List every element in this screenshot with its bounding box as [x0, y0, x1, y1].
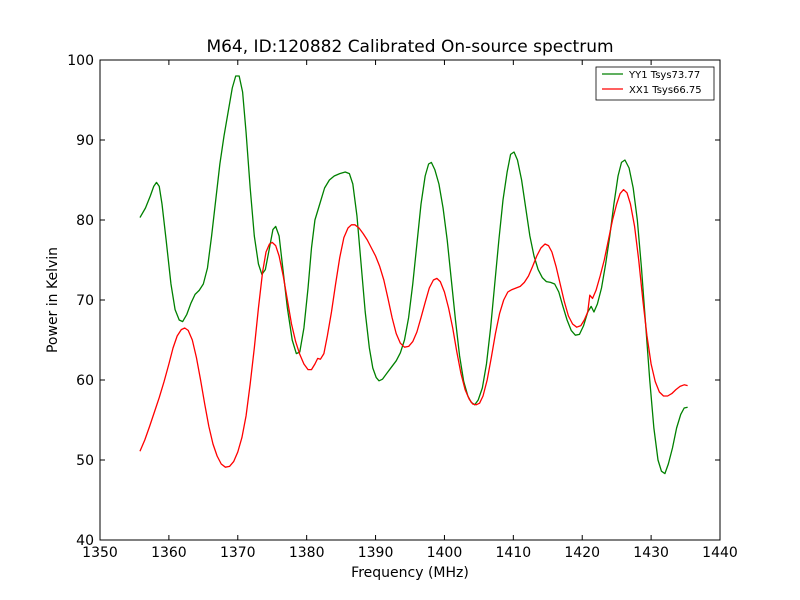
- series-line-xx1: [139, 188, 688, 468]
- y-tick-label: 80: [76, 213, 94, 229]
- y-axis-ticks: 40 50 60 70 80 90 100: [67, 53, 720, 549]
- x-tick-label: 1440: [702, 545, 738, 561]
- legend-label-yy1: YY1 Tsys73.77: [628, 70, 700, 81]
- chart-title: M64, ID:120882 Calibrated On-source spec…: [206, 37, 613, 57]
- x-tick-label: 1360: [151, 545, 187, 561]
- x-axis-label: Frequency (MHz): [351, 565, 469, 581]
- y-tick-label: 100: [67, 53, 94, 69]
- series-layer: [139, 75, 688, 475]
- y-tick-label: 90: [76, 133, 94, 149]
- series-line-yy1: [139, 75, 688, 475]
- x-tick-label: 1380: [289, 545, 325, 561]
- x-tick-label: 1350: [82, 545, 118, 561]
- x-tick-label: 1390: [358, 545, 394, 561]
- legend: YY1 Tsys73.77 XX1 Tsys66.75: [595, 66, 715, 101]
- x-tick-label: 1370: [220, 545, 256, 561]
- y-tick-label: 60: [76, 373, 94, 389]
- legend-label-xx1: XX1 Tsys66.75: [629, 85, 702, 96]
- x-axis-ticks: 1350 1360 1370 1380 1390 1400 1410 1420 1430 1440: [82, 60, 738, 561]
- x-tick-label: 1400: [427, 545, 463, 561]
- y-tick-label: 70: [76, 293, 94, 309]
- legend-box: [595, 66, 715, 101]
- x-tick-label: 1410: [496, 545, 532, 561]
- y-tick-label: 40: [76, 533, 94, 549]
- y-axis-label: Power in Kelvin: [45, 247, 61, 353]
- y-tick-label: 50: [76, 453, 94, 469]
- x-tick-label: 1420: [564, 545, 600, 561]
- x-tick-label: 1430: [633, 545, 669, 561]
- plot-area: 1350 1360 1370 1380 1390 1400 1410 1420 1430 1440…: [67, 53, 738, 561]
